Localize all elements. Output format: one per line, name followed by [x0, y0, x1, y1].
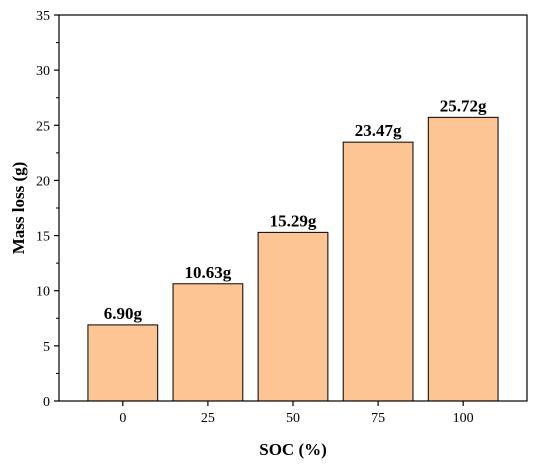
bar-75	[342, 141, 414, 402]
y-axis-title: Mass loss (g)	[9, 162, 28, 255]
x-tick-label: 50	[286, 411, 300, 426]
y-tick-label: 10	[36, 285, 50, 300]
y-tick-label: 5	[43, 340, 50, 355]
y-tick-label: 15	[36, 230, 50, 245]
bars	[87, 116, 499, 402]
x-tick-label: 100	[453, 411, 474, 426]
data-labels: 6.90g 10.63g 15.29g 23.47g 25.72g	[104, 96, 487, 323]
x-tick-label: 75	[371, 411, 385, 426]
data-label: 25.72g	[440, 96, 487, 115]
y-tick-label: 30	[36, 64, 50, 79]
y-tick-label: 25	[36, 119, 50, 134]
x-tick-label: 25	[201, 411, 215, 426]
x-axis-title: SOC (%)	[259, 440, 327, 459]
bar-50	[257, 231, 329, 402]
bar-25	[172, 283, 244, 402]
data-label: 15.29g	[270, 211, 317, 230]
data-label: 6.90g	[104, 304, 143, 323]
data-label: 10.63g	[185, 263, 232, 282]
data-label: 23.47g	[355, 121, 402, 140]
plot-frame	[58, 14, 528, 402]
bar-0	[87, 324, 159, 402]
bar-100	[427, 116, 499, 402]
y-tick-label: 0	[43, 395, 50, 410]
y-axis: 0 5 10 15 20 25 30 35	[36, 9, 59, 410]
x-axis: 0 25 50 75 100	[119, 401, 474, 426]
y-tick-label: 35	[36, 9, 50, 24]
x-tick-label: 0	[119, 411, 126, 426]
y-tick-label: 20	[36, 174, 50, 189]
